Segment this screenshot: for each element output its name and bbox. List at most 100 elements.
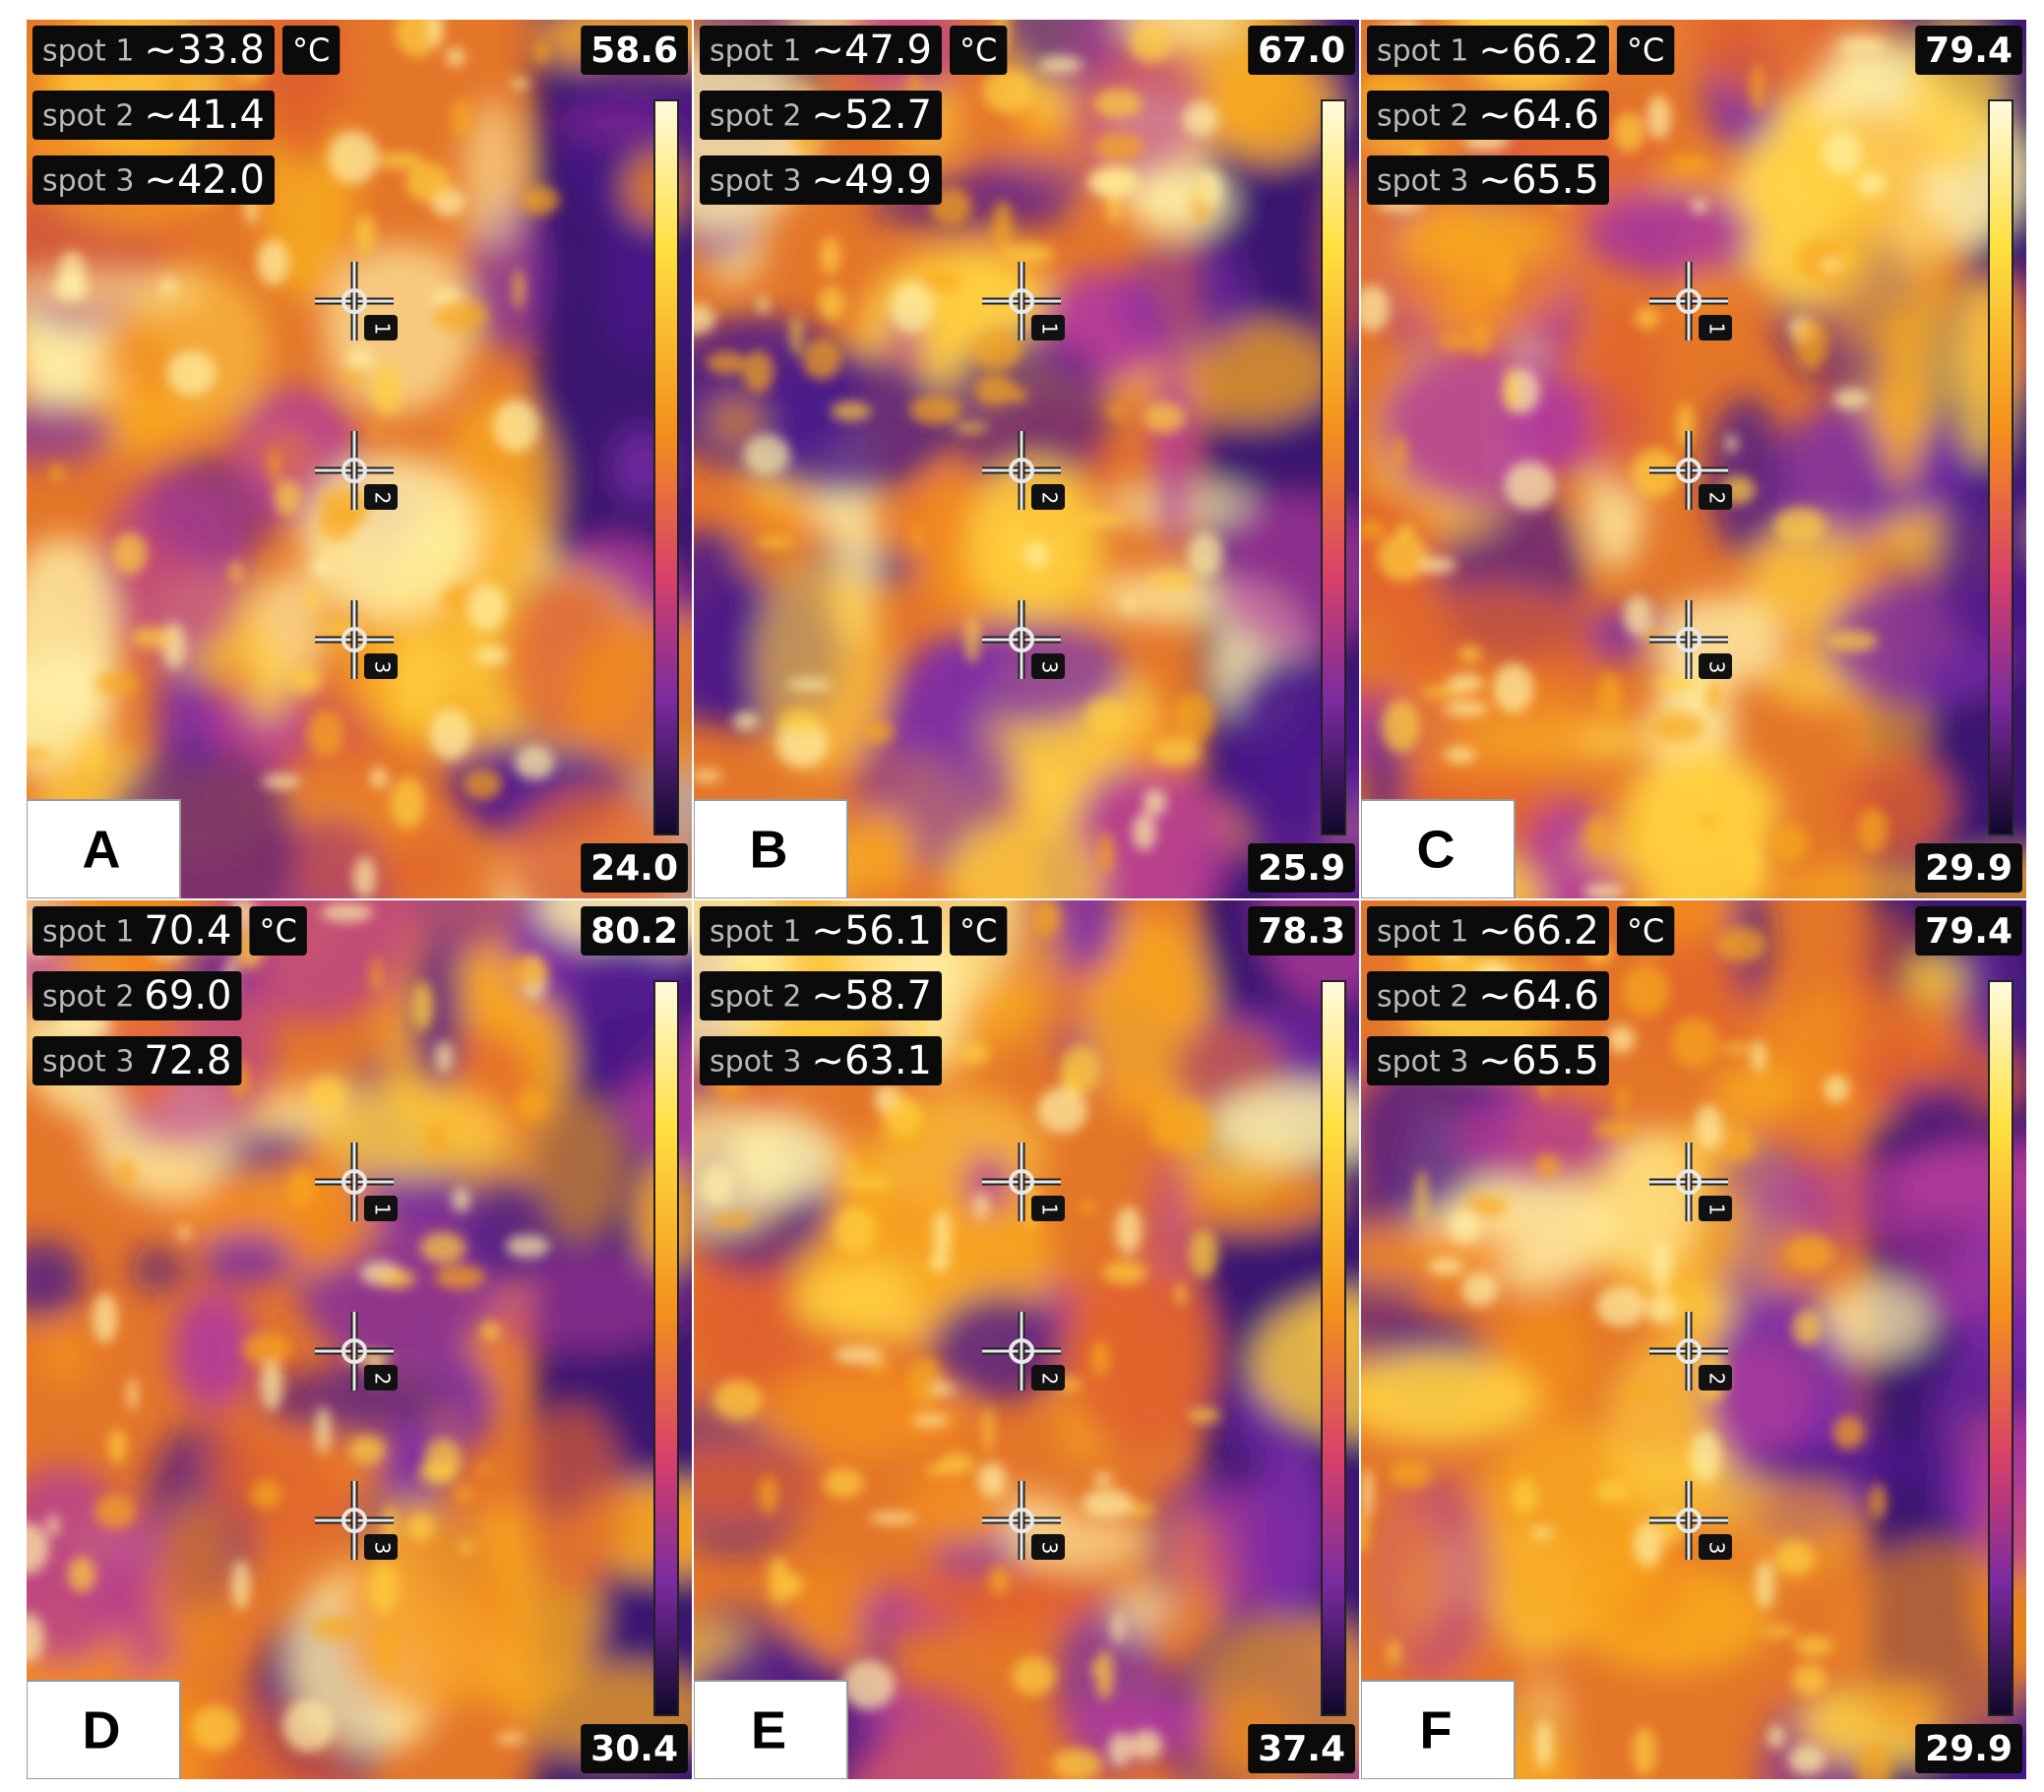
hot-speck xyxy=(933,1209,952,1264)
hot-speck xyxy=(1535,1152,1561,1179)
spot-name: spot 3 xyxy=(710,164,801,199)
spot-value: ~56.1 xyxy=(811,908,932,954)
crosshair: 1 xyxy=(1649,1143,1732,1221)
max-value: 67.0 xyxy=(1258,31,1345,71)
marker-box xyxy=(1031,1534,1065,1560)
hot-speck xyxy=(1824,1075,1850,1103)
crosshair-ring xyxy=(1009,288,1034,314)
hot-speck xyxy=(916,270,961,292)
hot-speck xyxy=(1038,55,1084,74)
hot-speck xyxy=(1623,594,1652,637)
hot-speck xyxy=(58,250,87,294)
hot-speck xyxy=(1085,698,1126,734)
color-bar xyxy=(1988,980,2013,1716)
hot-speck xyxy=(1095,1649,1114,1700)
hot-speck xyxy=(405,1513,435,1542)
hot-speck xyxy=(1361,1510,1368,1554)
crosshair-ring xyxy=(1676,288,1702,314)
hot-speck xyxy=(1646,94,1671,141)
hot-speck xyxy=(802,339,841,380)
hot-speck xyxy=(954,422,989,433)
hot-speck xyxy=(1175,1282,1187,1306)
hot-speck xyxy=(260,1360,283,1411)
hot-speck xyxy=(1761,1627,1799,1638)
crosshair: 2 xyxy=(315,1312,398,1390)
hot-speck xyxy=(511,77,529,90)
thermal-blob xyxy=(710,399,768,447)
hot-speck xyxy=(1534,1719,1554,1769)
hot-speck xyxy=(495,1733,526,1744)
hot-speck xyxy=(112,532,148,576)
crosshair: 2 xyxy=(982,431,1065,510)
hot-speck xyxy=(445,47,466,67)
unit: °C xyxy=(960,31,997,69)
hot-speck xyxy=(1822,260,1841,272)
spot-box xyxy=(32,155,275,205)
marker-label: 3 xyxy=(1038,1542,1062,1555)
max-value: 80.2 xyxy=(590,911,678,952)
hot-speck xyxy=(1529,1527,1555,1539)
marker-label: 1 xyxy=(371,1204,395,1216)
thermal-blob xyxy=(1596,1127,1698,1273)
hot-speck xyxy=(1827,630,1878,652)
hot-speck xyxy=(349,1435,386,1464)
hot-speck xyxy=(1832,389,1869,410)
hot-speck xyxy=(1791,1663,1827,1696)
spot-name: spot 3 xyxy=(710,1045,801,1080)
thermal-blob xyxy=(1834,1540,2026,1740)
hot-speck xyxy=(1788,1745,1826,1775)
hot-speck xyxy=(451,98,472,138)
spot-box xyxy=(700,971,942,1020)
hot-speck xyxy=(1503,367,1519,412)
thermal-blob xyxy=(311,1084,509,1178)
thermal-panel: spot 1 70.4 °C 1 spot 2 69.0 2 spot 3 72.8 3 80.2 3… xyxy=(27,900,692,1779)
hot-speck xyxy=(127,1377,138,1411)
hot-speck xyxy=(911,525,922,552)
hot-speck xyxy=(1707,678,1721,714)
crosshair-ring xyxy=(341,458,367,483)
unit: °C xyxy=(259,912,296,950)
hot-speck xyxy=(768,1557,790,1605)
hot-speck xyxy=(824,1468,864,1499)
hot-speck xyxy=(1152,737,1202,767)
spot-value: ~65.5 xyxy=(1478,1038,1599,1083)
min-box xyxy=(1248,843,1355,893)
hot-speck xyxy=(1032,900,1061,937)
thermal-blob xyxy=(1390,1503,1437,1653)
thermal-panel: spot 1 ~66.2 °C 1 spot 2 ~64.6 2 spot 3 ~65.5 3 79… xyxy=(1361,20,2026,898)
thermal-blob xyxy=(462,98,523,249)
unit: °C xyxy=(1627,912,1664,950)
crosshair-ring xyxy=(1676,458,1702,483)
hot-speck xyxy=(1622,1385,1661,1398)
hot-speck xyxy=(694,303,716,335)
crosshair: 2 xyxy=(982,1312,1065,1390)
hot-speck xyxy=(229,560,242,584)
thermal-blob xyxy=(27,1239,85,1320)
hot-speck xyxy=(250,1479,282,1510)
marker-label: 1 xyxy=(1705,323,1729,336)
spot-box xyxy=(1367,91,1609,140)
hot-speck xyxy=(839,1175,893,1190)
marker-box xyxy=(1031,1196,1065,1221)
marker-box xyxy=(1699,653,1732,679)
hot-speck xyxy=(1382,700,1420,753)
hot-speck xyxy=(306,710,344,757)
hot-speck xyxy=(886,1094,922,1138)
hot-speck xyxy=(1361,1467,1374,1517)
hot-speck xyxy=(375,1624,401,1676)
hot-speck xyxy=(732,711,760,731)
thermal-blob xyxy=(1694,20,1844,103)
unit: °C xyxy=(960,912,997,950)
thermal-blob xyxy=(1711,1064,1799,1121)
hot-speck xyxy=(982,69,1033,114)
hot-speck xyxy=(1670,1017,1719,1069)
hot-speck xyxy=(1797,239,1846,281)
min-box xyxy=(1915,843,2022,893)
spot-value: ~64.6 xyxy=(1478,93,1599,138)
thermal-panel: spot 1 ~47.9 °C 1 spot 2 ~52.7 2 spot 3 ~49.9 3 67… xyxy=(694,20,1359,898)
panel-label: B xyxy=(750,820,788,879)
thermal-blob xyxy=(259,1365,450,1434)
hot-speck xyxy=(1130,1729,1163,1760)
hot-speck xyxy=(1487,247,1516,295)
min-box xyxy=(581,1724,688,1773)
